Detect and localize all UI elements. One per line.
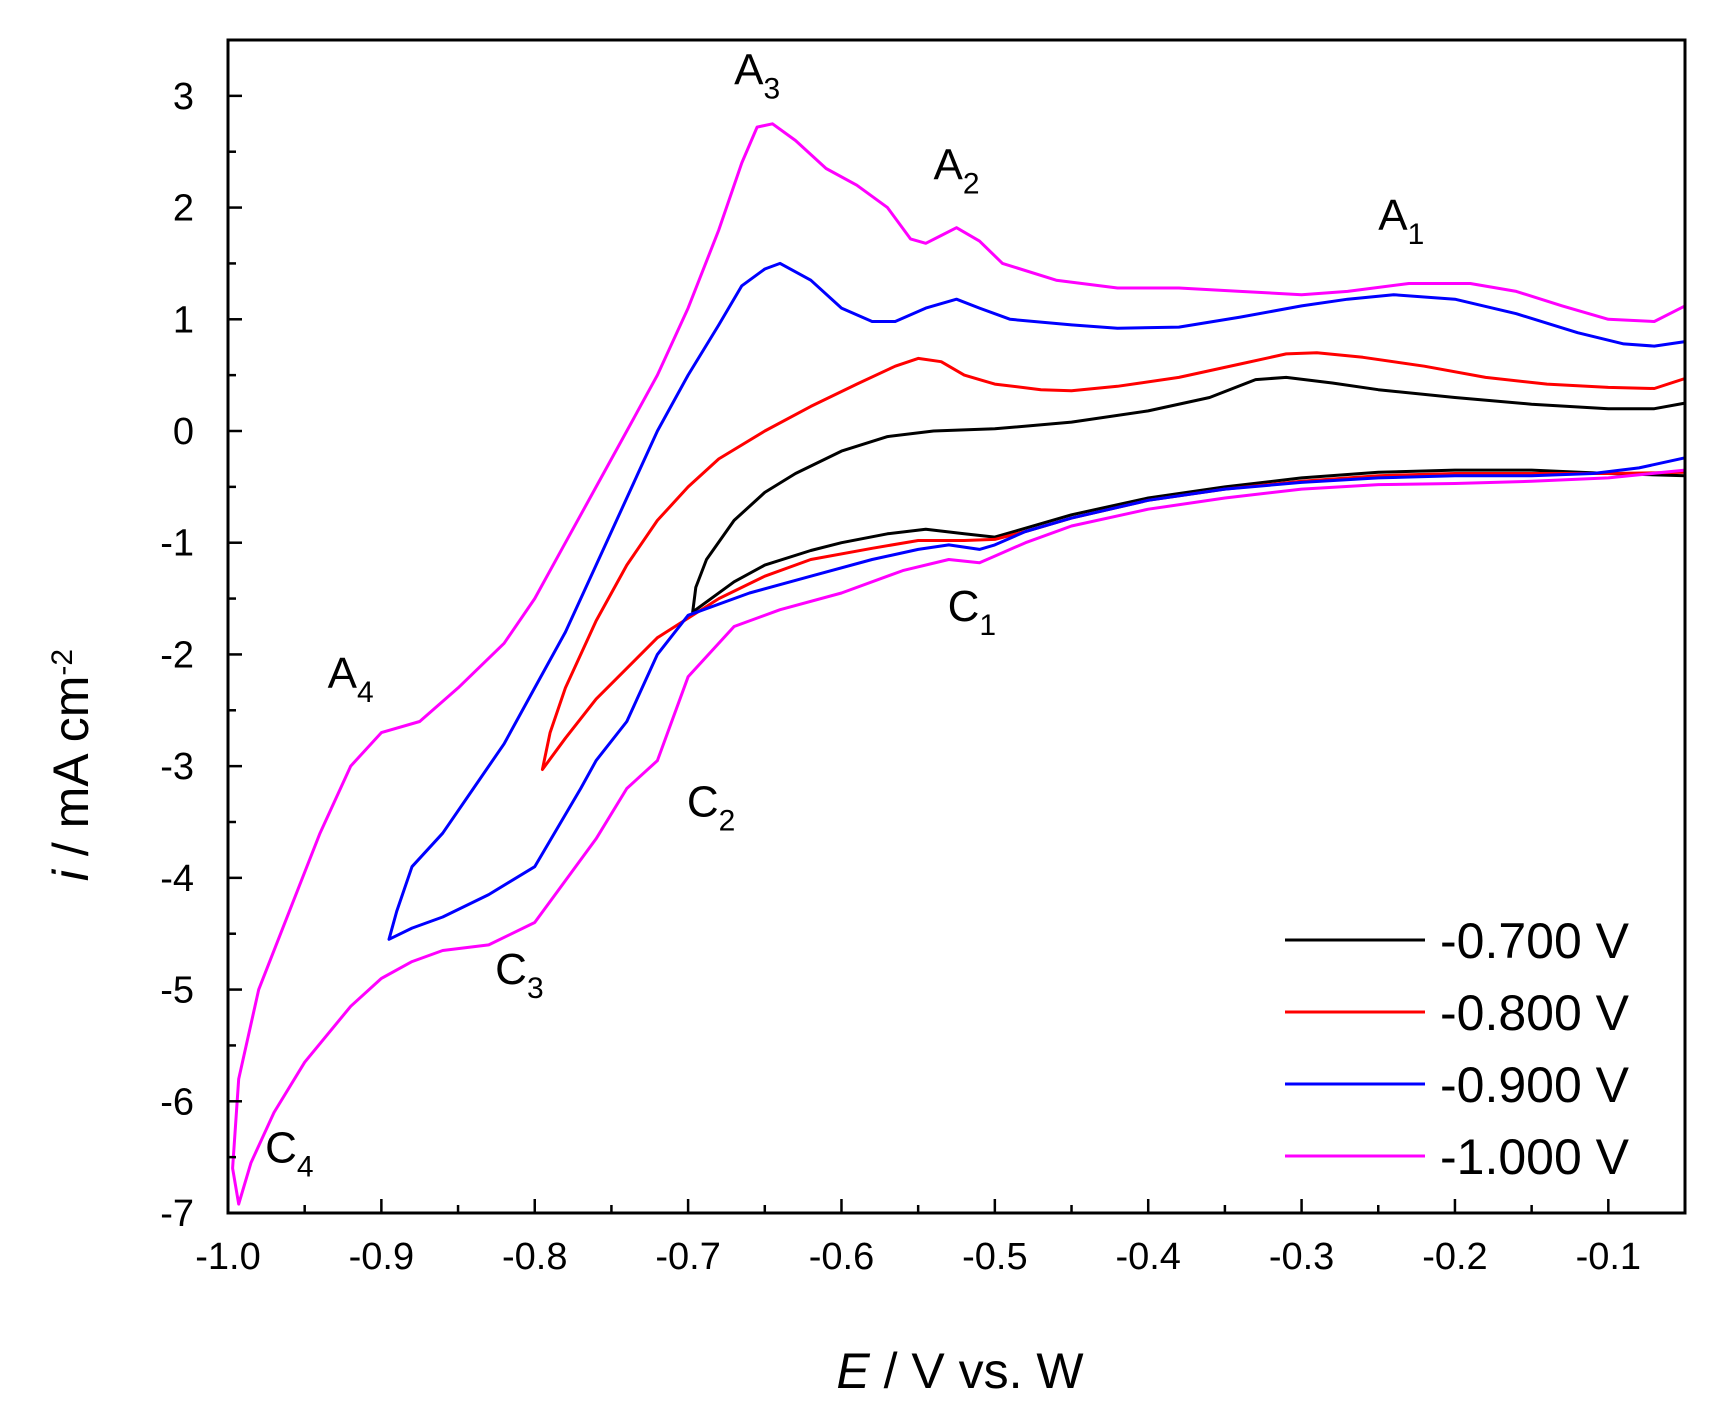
x-tick-label: -0.9 — [349, 1236, 414, 1278]
series-line-4 — [231, 122, 1686, 1206]
legend-label-2: -0.800 V — [1440, 985, 1630, 1041]
plot-border — [226, 38, 1687, 1215]
peak-label-A3: A3 — [734, 46, 780, 106]
x-tick-label: -0.4 — [1115, 1236, 1180, 1278]
peak-label-C1: C1 — [948, 582, 996, 642]
peak-label-A1: A1 — [1378, 191, 1424, 251]
peak-label-subscript: 2 — [719, 804, 736, 837]
y-tick-label: -7 — [160, 1193, 194, 1235]
peak-label-letter: A — [1378, 191, 1408, 240]
y-tick-label: -1 — [160, 523, 194, 565]
series-line-1 — [691, 375, 1686, 614]
y-tick-label: -6 — [160, 1081, 194, 1123]
y-axis-title: i / mA cm-2 — [43, 649, 99, 881]
peak-label-subscript: 1 — [1408, 218, 1425, 251]
peak-label-C3: C3 — [495, 945, 543, 1005]
peak-label-letter: C — [495, 945, 527, 994]
peak-label-subscript: 3 — [763, 73, 780, 106]
y-axis-title-exponent: -2 — [46, 649, 79, 676]
peak-label-letter: C — [948, 582, 980, 631]
y-tick-label: -3 — [160, 746, 194, 788]
x-tick-label: -0.3 — [1269, 1236, 1334, 1278]
y-axis-title-symbol: i — [43, 868, 99, 881]
y-tick-label: -4 — [160, 858, 194, 900]
y-tick-label: 3 — [173, 76, 194, 118]
series-line-3 — [387, 261, 1686, 941]
legend: -0.700 V -0.800 V -0.900 V -1.000 V — [1285, 913, 1630, 1185]
y-axis-title-unit: / mA cm — [43, 676, 99, 870]
y-tick-label: 1 — [173, 299, 194, 341]
x-tick-label: -0.5 — [962, 1236, 1027, 1278]
peak-label-subscript: 3 — [527, 972, 544, 1005]
legend-label-1: -0.700 V — [1440, 913, 1630, 969]
x-tick-label: -0.7 — [655, 1236, 720, 1278]
peak-label-letter: A — [933, 141, 963, 190]
x-axis-title: E / V vs. W — [836, 1343, 1084, 1399]
legend-label-3: -0.900 V — [1440, 1057, 1630, 1113]
y-tick-label: 0 — [173, 411, 194, 453]
x-tick-label: -0.2 — [1422, 1236, 1487, 1278]
peak-label-A4: A4 — [328, 649, 374, 709]
peak-label-letter: A — [328, 649, 358, 698]
peak-label-subscript: 4 — [357, 676, 374, 709]
peak-label-letter: C — [265, 1124, 297, 1173]
x-tick-label: -0.6 — [809, 1236, 874, 1278]
series-layer — [231, 122, 1686, 1206]
peak-label-letter: C — [687, 777, 719, 826]
peak-label-subscript: 2 — [963, 168, 980, 201]
y-tick-label: -5 — [160, 970, 194, 1012]
y-tick-label: -2 — [160, 634, 194, 676]
legend-label-4: -1.000 V — [1440, 1129, 1630, 1185]
y-tick-label: 2 — [173, 188, 194, 230]
plot-frame — [226, 38, 1687, 1215]
peak-label-letter: A — [734, 46, 764, 95]
peak-label-subscript: 4 — [297, 1151, 314, 1184]
peak-label-C2: C2 — [687, 777, 735, 837]
x-axis-title-symbol: E — [836, 1343, 870, 1399]
x-tick-label: -0.8 — [502, 1236, 567, 1278]
axis-ticks: -1.0 -0.9 -0.8 -0.7 -0.6 -0.5 -0.4 -0.3 -0.2 -0.1… — [160, 76, 1641, 1278]
x-tick-label: -0.1 — [1576, 1236, 1641, 1278]
x-tick-label: -1.0 — [195, 1236, 260, 1278]
peak-label-subscript: 1 — [979, 609, 996, 642]
x-axis-title-unit: / V vs. W — [870, 1343, 1085, 1399]
peak-label-C4: C4 — [265, 1124, 313, 1184]
peak-label-A2: A2 — [933, 141, 979, 201]
